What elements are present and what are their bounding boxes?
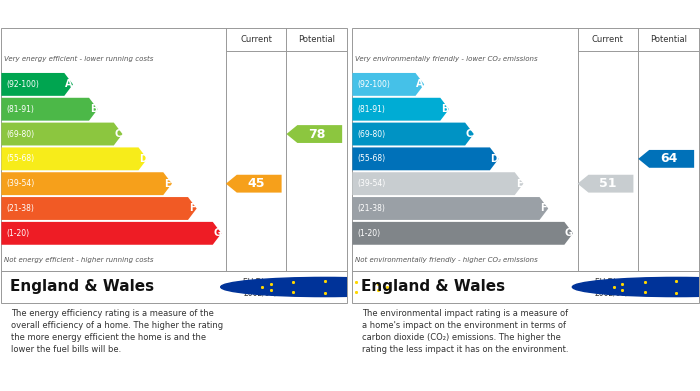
Polygon shape [1,197,197,220]
Text: B: B [90,104,97,114]
Text: 2002/91/EC: 2002/91/EC [595,289,639,298]
Text: Not energy efficient - higher running costs: Not energy efficient - higher running co… [4,256,154,262]
Text: Very energy efficient - lower running costs: Very energy efficient - lower running co… [4,56,154,62]
Text: Not environmentally friendly - higher CO₂ emissions: Not environmentally friendly - higher CO… [356,256,538,262]
Circle shape [220,277,428,297]
Polygon shape [286,125,342,143]
Text: G: G [213,228,221,239]
Text: The environmental impact rating is a measure of
a home's impact on the environme: The environmental impact rating is a mea… [363,309,569,353]
Text: D: D [139,154,147,164]
Polygon shape [352,98,449,121]
Text: (39-54): (39-54) [357,179,386,188]
Polygon shape [578,175,634,193]
Text: Potential: Potential [650,35,687,44]
Text: G: G [565,228,573,239]
Text: F: F [540,203,547,213]
Text: 78: 78 [308,127,326,140]
Text: E: E [516,179,522,189]
Text: (21-38): (21-38) [6,204,34,213]
Text: Environmental Impact (CO₂) Rating: Environmental Impact (CO₂) Rating [363,7,608,20]
Text: C: C [115,129,122,139]
Polygon shape [1,222,221,245]
Text: EU Directive: EU Directive [595,278,642,287]
Polygon shape [352,73,424,96]
Polygon shape [226,175,281,193]
Polygon shape [638,150,694,168]
Text: Current: Current [240,35,272,44]
Text: England & Wales: England & Wales [360,280,505,294]
Text: 51: 51 [599,177,617,190]
Text: 2002/91/EC: 2002/91/EC [243,289,287,298]
Polygon shape [1,73,73,96]
Text: (21-38): (21-38) [357,204,385,213]
Text: (55-68): (55-68) [6,154,34,163]
Text: A: A [65,79,72,90]
Text: (1-20): (1-20) [357,229,380,238]
Polygon shape [352,197,548,220]
Polygon shape [352,222,573,245]
Text: (69-80): (69-80) [357,129,385,138]
Text: (92-100): (92-100) [357,80,390,89]
Polygon shape [352,123,474,145]
Text: Current: Current [592,35,624,44]
Circle shape [573,277,700,297]
Text: D: D [490,154,498,164]
Text: Energy Efficiency Rating: Energy Efficiency Rating [11,7,183,20]
Text: EU Directive: EU Directive [243,278,290,287]
Text: (92-100): (92-100) [6,80,39,89]
Text: 64: 64 [660,152,678,165]
Text: E: E [164,179,171,189]
Text: (1-20): (1-20) [6,229,29,238]
Polygon shape [352,147,498,170]
Text: B: B [441,104,448,114]
Text: (81-91): (81-91) [357,105,385,114]
Text: 45: 45 [248,177,265,190]
Text: Very environmentally friendly - lower CO₂ emissions: Very environmentally friendly - lower CO… [356,56,538,62]
Text: A: A [416,79,423,90]
Text: (69-80): (69-80) [6,129,34,138]
Polygon shape [352,172,524,195]
Text: Potential: Potential [298,35,335,44]
Text: F: F [189,203,196,213]
Polygon shape [1,98,98,121]
Polygon shape [1,123,122,145]
Text: C: C [466,129,473,139]
Text: The energy efficiency rating is a measure of the
overall efficiency of a home. T: The energy efficiency rating is a measur… [11,309,223,353]
Text: (39-54): (39-54) [6,179,34,188]
Text: (55-68): (55-68) [357,154,385,163]
Text: England & Wales: England & Wales [10,280,154,294]
Text: (81-91): (81-91) [6,105,34,114]
Polygon shape [1,147,147,170]
Polygon shape [1,172,172,195]
